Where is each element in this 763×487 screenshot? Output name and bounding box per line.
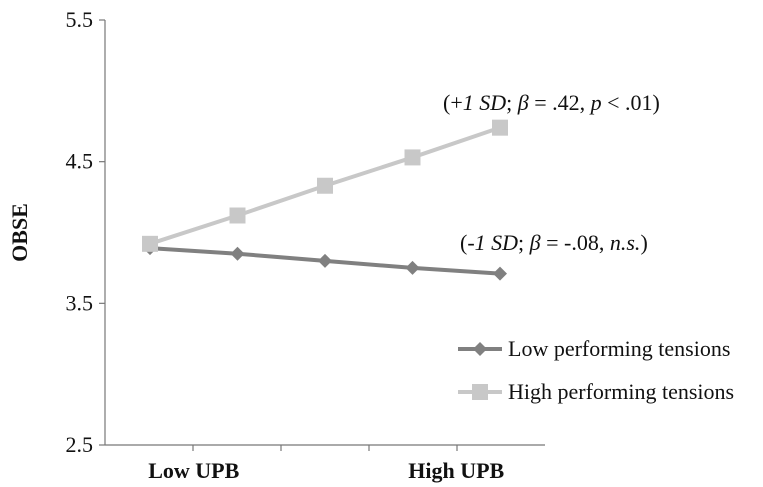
x-category-label: Low UPB — [148, 458, 239, 483]
y-tick-label: 4.5 — [66, 149, 94, 174]
data-point — [229, 207, 246, 224]
data-point — [405, 260, 420, 275]
legend-marker — [472, 384, 488, 400]
legend-label: Low performing tensions — [508, 336, 730, 361]
axes: 2.5 3.5 4.5 5.5 Low UPB High UPB — [66, 7, 545, 483]
data-point — [318, 253, 332, 268]
series-annotation: (+1 SD; β = .42, p < .01) — [443, 90, 660, 115]
data-point — [230, 246, 245, 261]
legend-item: High performing tensions — [458, 379, 734, 404]
legend-label: High performing tensions — [508, 379, 734, 404]
series-0 — [143, 241, 507, 281]
data-point — [404, 149, 421, 166]
y-tick-label: 3.5 — [66, 290, 94, 315]
series-1 — [142, 119, 508, 252]
y-tick-label: 2.5 — [66, 432, 94, 457]
y-axis-title: OBSE — [7, 203, 32, 262]
y-axis-title-group: OBSE — [7, 203, 32, 262]
data-point — [142, 235, 158, 252]
series-annotation: (-1 SD; β = -.08, n.s.) — [460, 230, 648, 255]
data-point — [492, 119, 508, 136]
legend-marker — [473, 342, 487, 356]
annotations: (-1 SD; β = -.08, n.s.) (+1 SD; β = .42, … — [443, 90, 660, 255]
data-point — [493, 266, 507, 281]
data-point — [317, 177, 333, 194]
series-layer — [142, 119, 508, 281]
y-tick-label: 5.5 — [66, 7, 94, 32]
legend-item: Low performing tensions — [458, 336, 730, 361]
legend: Low performing tensions High performing t… — [458, 336, 734, 404]
x-category-label: High UPB — [408, 458, 504, 483]
